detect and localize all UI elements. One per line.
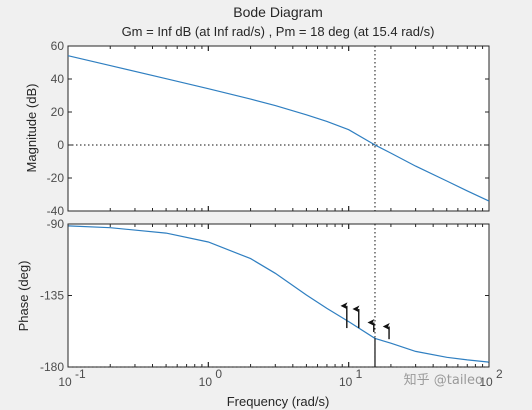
x-tick-label-exponent: 2 — [496, 367, 503, 381]
x-tick-label: 10 — [479, 375, 493, 389]
phase-plot-area — [67, 223, 490, 368]
magnitude-y-tick-label: 20 — [51, 105, 65, 119]
phase-margin-annotations — [340, 302, 390, 367]
phase-y-tick-label: -135 — [40, 289, 64, 303]
watermark-text: 知乎 @taileo — [404, 372, 483, 388]
phase-y-ticks: -180 -135 -90 — [40, 217, 489, 374]
chart-title: Bode Diagram — [233, 4, 323, 20]
magnitude-y-tick-label: -40 — [47, 204, 65, 218]
magnitude-plot-area — [67, 45, 490, 212]
magnitude-y-tick-label: 0 — [57, 138, 64, 152]
x-tick-label-exponent: 1 — [356, 367, 363, 381]
x-axis-label: Frequency (rad/s) — [227, 394, 330, 409]
x-tick-label: 10 — [199, 375, 213, 389]
magnitude-y-label: Magnitude (dB) — [24, 84, 39, 173]
chart-subtitle: Gm = Inf dB (at Inf rad/s) , Pm = 18 deg… — [122, 24, 435, 39]
x-tick-label: 10 — [58, 375, 72, 389]
x-tick-label-exponent: 0 — [215, 367, 222, 381]
magnitude-y-ticks: -40 -20 0 20 40 60 — [47, 39, 490, 218]
phase-y-label: Phase (deg) — [16, 261, 31, 332]
x-tick-label: 10 — [339, 375, 353, 389]
magnitude-series-line — [67, 55, 490, 202]
phase-y-tick-label: -180 — [40, 360, 64, 374]
magnitude-y-tick-label: -20 — [47, 171, 65, 185]
magnitude-y-tick-label: 60 — [51, 39, 65, 53]
magnitude-panel: -40 -20 0 20 40 60 Magnitude (dB) — [24, 39, 490, 218]
magnitude-y-tick-label: 40 — [51, 72, 65, 86]
x-tick-label-exponent: -1 — [75, 367, 86, 381]
phase-series-line — [67, 225, 490, 363]
phase-y-tick-label: -90 — [47, 217, 65, 231]
